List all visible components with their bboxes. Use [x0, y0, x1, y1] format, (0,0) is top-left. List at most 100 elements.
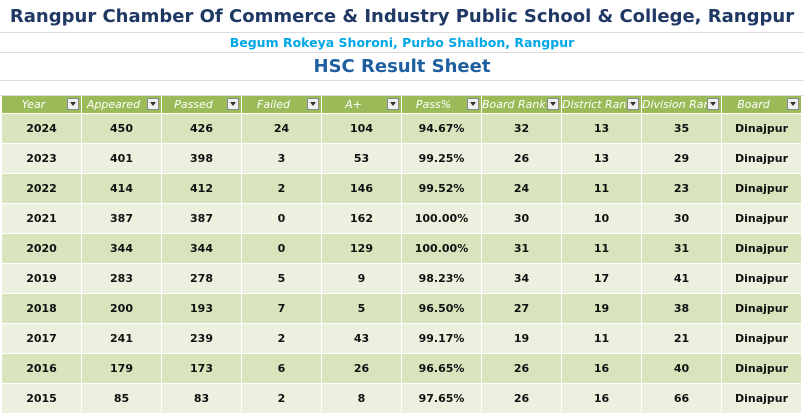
- table-cell: 6: [242, 354, 322, 384]
- table-cell: 2021: [2, 204, 82, 234]
- table-cell: 24: [242, 114, 322, 144]
- table-cell: 5: [242, 264, 322, 294]
- data-row: 2019 283 278 5 9 98.23% 34 17 41 Dinajpur: [2, 264, 802, 294]
- filter-button[interactable]: [547, 98, 559, 110]
- table-cell: 2: [242, 324, 322, 354]
- table-cell: Dinajpur: [722, 324, 802, 354]
- table-cell: 99.25%: [402, 144, 482, 174]
- blank-row: [0, 81, 804, 96]
- data-row: 2023 401 398 3 53 99.25% 26 13 29 Dinajpur: [2, 144, 802, 174]
- table-cell: 414: [82, 174, 162, 204]
- table-cell: 34: [482, 264, 562, 294]
- data-row: 2016 179 173 6 26 96.65% 26 16 40 Dinajpur: [2, 354, 802, 384]
- table-cell: 43: [322, 324, 402, 354]
- data-row: 2018 200 193 7 5 96.50% 27 19 38 Dinajpur: [2, 294, 802, 324]
- table-cell: 3: [242, 144, 322, 174]
- table-cell: 10: [562, 204, 642, 234]
- table-cell: 100.00%: [402, 204, 482, 234]
- table-cell: 96.50%: [402, 294, 482, 324]
- sheet-title: HSC Result Sheet: [0, 53, 804, 81]
- filter-button[interactable]: [307, 98, 319, 110]
- table-cell: 2020: [2, 234, 82, 264]
- table-cell: 9: [322, 264, 402, 294]
- table-cell: 97.65%: [402, 384, 482, 414]
- table-cell: 38: [642, 294, 722, 324]
- table-cell: 24: [482, 174, 562, 204]
- table-cell: 239: [162, 324, 242, 354]
- table-cell: 2: [242, 384, 322, 414]
- table-cell: 96.65%: [402, 354, 482, 384]
- table-cell: 2022: [2, 174, 82, 204]
- table-cell: 53: [322, 144, 402, 174]
- table-cell: 193: [162, 294, 242, 324]
- table-cell: 200: [82, 294, 162, 324]
- table-cell: 5: [322, 294, 402, 324]
- table-cell: 129: [322, 234, 402, 264]
- table-cell: 19: [562, 294, 642, 324]
- table-cell: Dinajpur: [722, 354, 802, 384]
- table-cell: 11: [562, 234, 642, 264]
- table-cell: 278: [162, 264, 242, 294]
- table-cell: 26: [482, 354, 562, 384]
- table-cell: 27: [482, 294, 562, 324]
- table-cell: 283: [82, 264, 162, 294]
- column-header: Failed: [242, 96, 322, 114]
- filter-button[interactable]: [387, 98, 399, 110]
- table-cell: 2015: [2, 384, 82, 414]
- table-cell: 13: [562, 144, 642, 174]
- table-cell: 2017: [2, 324, 82, 354]
- table-cell: 83: [162, 384, 242, 414]
- table-cell: 41: [642, 264, 722, 294]
- table-cell: 13: [562, 114, 642, 144]
- table-cell: 2: [242, 174, 322, 204]
- table-cell: 2016: [2, 354, 82, 384]
- filter-button[interactable]: [467, 98, 479, 110]
- table-cell: Dinajpur: [722, 264, 802, 294]
- filter-button[interactable]: [707, 98, 719, 110]
- table-cell: 19: [482, 324, 562, 354]
- table-cell: 344: [82, 234, 162, 264]
- table-cell: 2019: [2, 264, 82, 294]
- column-header: Passed: [162, 96, 242, 114]
- table-cell: Dinajpur: [722, 174, 802, 204]
- table-cell: Dinajpur: [722, 234, 802, 264]
- filter-button[interactable]: [787, 98, 799, 110]
- table-cell: 32: [482, 114, 562, 144]
- table-cell: 104: [322, 114, 402, 144]
- table-cell: 94.67%: [402, 114, 482, 144]
- table-cell: 2018: [2, 294, 82, 324]
- column-header: Appeared: [82, 96, 162, 114]
- table-cell: Dinajpur: [722, 294, 802, 324]
- table-cell: 398: [162, 144, 242, 174]
- table-cell: 26: [322, 354, 402, 384]
- column-header: Board: [722, 96, 802, 114]
- filter-button[interactable]: [227, 98, 239, 110]
- table-cell: 0: [242, 204, 322, 234]
- table-cell: 35: [642, 114, 722, 144]
- data-row: 2015 85 83 2 8 97.65% 26 16 66 Dinajpur: [2, 384, 802, 414]
- table-cell: 16: [562, 354, 642, 384]
- filter-button[interactable]: [67, 98, 79, 110]
- table-cell: 412: [162, 174, 242, 204]
- table-cell: Dinajpur: [722, 204, 802, 234]
- table-cell: 31: [482, 234, 562, 264]
- filter-button[interactable]: [147, 98, 159, 110]
- table-cell: 241: [82, 324, 162, 354]
- table-cell: 0: [242, 234, 322, 264]
- table-cell: 85: [82, 384, 162, 414]
- table-cell: 100.00%: [402, 234, 482, 264]
- column-header: Year: [2, 96, 82, 114]
- table-cell: 40: [642, 354, 722, 384]
- column-header: Pass%: [402, 96, 482, 114]
- table-cell: 387: [162, 204, 242, 234]
- data-row: 2017 241 239 2 43 99.17% 19 11 21 Dinajpur: [2, 324, 802, 354]
- filter-button[interactable]: [627, 98, 639, 110]
- column-header: A+: [322, 96, 402, 114]
- table-cell: 31: [642, 234, 722, 264]
- table-cell: 162: [322, 204, 402, 234]
- table-cell: 29: [642, 144, 722, 174]
- table-cell: 146: [322, 174, 402, 204]
- table-cell: 426: [162, 114, 242, 144]
- table-cell: 23: [642, 174, 722, 204]
